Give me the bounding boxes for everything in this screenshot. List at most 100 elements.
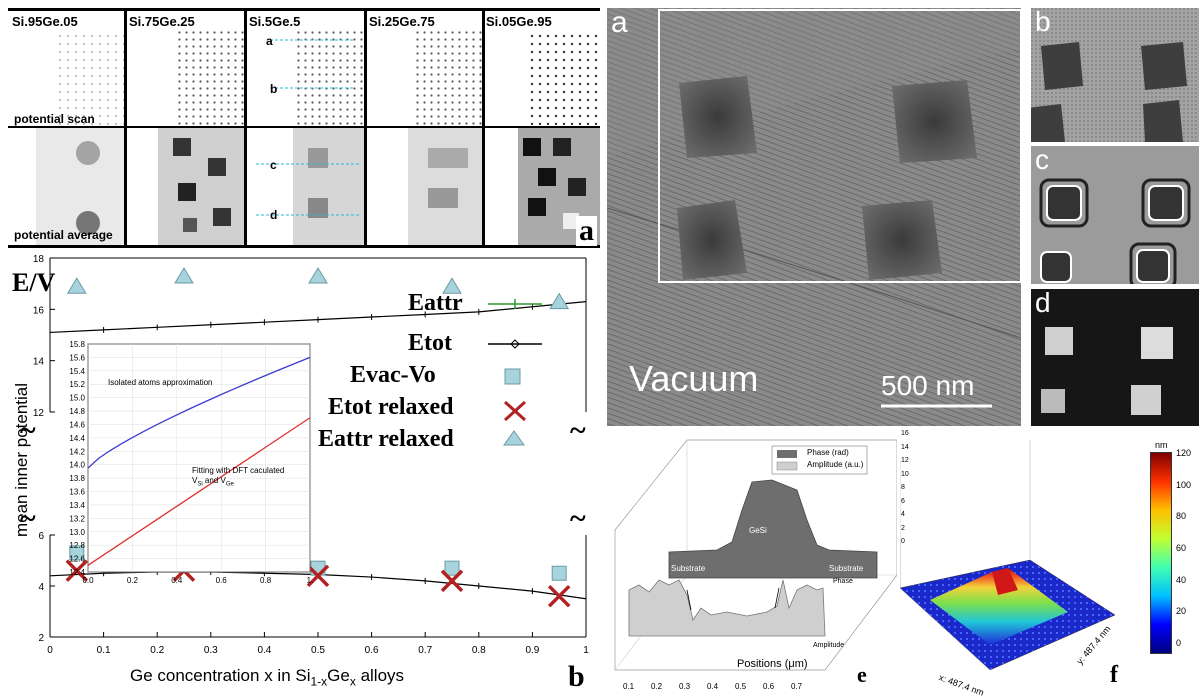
phase-amplitude-plot — [614, 439, 897, 671]
break-mark: ~ — [20, 502, 36, 535]
col-title-1: Si.95Ge.05 — [12, 14, 78, 29]
tem-label-a: a — [611, 8, 628, 39]
inset-frame — [87, 343, 311, 573]
col-title-3: Si.5Ge.5 — [249, 14, 301, 29]
f-colorbar-tick-label: 80 — [1176, 511, 1187, 522]
col-title-4: Si.25Ge.75 — [369, 14, 435, 29]
figure-b: 0 0.1 0.2 0.3 0.4 0.5 0.6 0.7 0.8 0.9 1 12 14 16 18 2 4 6… — [0, 250, 605, 697]
y-tick-label: 2 — [38, 633, 44, 644]
inset-y-tick-label: 15.8 — [69, 340, 85, 349]
break-mark: ~ — [570, 502, 586, 535]
inset-y-tick-label: 13.2 — [69, 514, 85, 523]
e-xaxis-label: Positions (μm) — [737, 658, 808, 670]
marker-a: a — [266, 34, 273, 48]
f-colorbar-tick-label: 0 — [1176, 638, 1182, 648]
col-title-5: Si.05Ge.95 — [486, 14, 552, 29]
etot-relaxed-point — [547, 584, 571, 608]
panel-label-f: f — [1110, 662, 1118, 688]
inset-y-tick-label: 13.0 — [69, 528, 85, 537]
panel-label-a: a — [576, 216, 597, 246]
e-label-amplitude: Amplitude — [813, 642, 845, 649]
e-z-tick-label: 4 — [901, 511, 905, 518]
x-tick-label: 0.6 — [365, 645, 379, 656]
marker-b: b — [270, 82, 278, 96]
e-x-tick-label: 0.2 — [651, 682, 663, 691]
f-colorbar-unit: nm — [1155, 440, 1168, 450]
tem-image-b: b — [1031, 8, 1199, 142]
e-z-tick-label: 16 — [901, 430, 909, 437]
figure-e: Phase (rad) Amplitude (a.u.) GeSi Substr… — [607, 430, 909, 697]
f-colorbar-tick-label: 20 — [1176, 606, 1187, 617]
y-tick-label: 12 — [33, 408, 45, 419]
e-label-phase: Phase — [833, 578, 853, 585]
x-tick-label: 0.1 — [97, 645, 111, 656]
mean-inner-potential-chart: 0 0.1 0.2 0.3 0.4 0.5 0.6 0.7 0.8 0.9 1 12 14 16 18 2 4 6… — [33, 254, 589, 656]
x-tick-label: 0 — [47, 645, 53, 656]
inset-y-tick-label: 12.4 — [69, 568, 85, 577]
e-legend-phase: Phase (rad) — [807, 448, 849, 457]
inset-x-tick-label: 0.0 — [82, 576, 94, 585]
inset-x-tick-label: 0.8 — [260, 576, 272, 585]
eattr-relaxed-point — [66, 277, 87, 294]
e-zticks: 0 2 4 6 8 10 12 14 16 — [901, 430, 921, 570]
e-x-tick-label: 0.7 — [791, 682, 803, 691]
f-colorbar-tick-label: 100 — [1176, 479, 1192, 490]
inset-series-line — [87, 356, 311, 469]
etot-relaxed-point — [440, 569, 464, 593]
x-tick-label: 0.5 — [311, 645, 325, 656]
scan-patterns — [36, 30, 600, 245]
e-z-tick-label: 10 — [901, 470, 909, 478]
e-label-gesi: GeSi — [749, 526, 767, 535]
figure-f: x: 487.4 nm y: 487.4 nm f nm 0 20 40 60 80 10… — [900, 440, 1202, 698]
etot-relaxed-point — [65, 559, 89, 582]
afm-surface — [900, 440, 1116, 671]
inset-y-tick-label: 13.6 — [69, 488, 85, 497]
x-tick-label: 0.4 — [257, 645, 271, 656]
eattr-relaxed-point — [308, 266, 328, 284]
inset-series-line — [87, 417, 311, 566]
row-label-average: potential average — [14, 228, 113, 242]
inset-label-red: Fitting with DFT caculated VSi and VGe — [192, 466, 285, 488]
break-mark: ~ — [20, 414, 36, 447]
tem-label-c: c — [1035, 146, 1049, 175]
e-x-tick-label: 0.3 — [679, 682, 691, 691]
f-colorbar-ticks: 0 20 40 60 80 100 120 — [1176, 448, 1202, 652]
eattr-relaxed-point — [174, 266, 194, 284]
inset-y-tick-label: 14.6 — [69, 420, 85, 429]
inset-y-tick-label: 13.8 — [69, 474, 85, 483]
f-colorbar-tick-label: 120 — [1176, 448, 1192, 458]
inset-y-tick-label: 14.8 — [69, 407, 85, 416]
panel-label-e: e — [857, 662, 867, 687]
legend-symbols — [488, 299, 542, 446]
y-tick-label: 16 — [33, 305, 45, 316]
e-label-substrate-right: Substrate — [829, 564, 864, 573]
e-xticks: 0.1 0.2 0.3 0.4 0.5 0.6 0.7 — [607, 682, 837, 696]
legend-etot: Etot — [408, 330, 452, 356]
chart-b-xlabel: Ge concentration x in Si1-xGex alloys — [130, 666, 405, 689]
inset-x-tick-label: 0.2 — [127, 576, 139, 585]
y-tick-label: 14 — [33, 357, 45, 368]
x-tick-label: 0.9 — [525, 645, 539, 656]
tem-b-graphic — [1031, 8, 1199, 142]
x-tick-label: 0.8 — [472, 645, 486, 656]
f-colorbar-tick-label: 60 — [1176, 543, 1187, 553]
tem-label-d: d — [1035, 289, 1051, 318]
e-x-tick-label: 0.5 — [735, 682, 747, 691]
legend-etot-relaxed: Etot relaxed — [328, 394, 454, 420]
inset-x-tick-label: 0.6 — [216, 576, 228, 585]
inset-y-tick-label: 12.6 — [69, 555, 85, 564]
x-tick-label: 1 — [583, 645, 589, 656]
inset-x-tick-label: 0.4 — [171, 576, 183, 585]
e-z-tick-label: 2 — [901, 524, 905, 532]
e-z-tick-label: 12 — [901, 457, 909, 464]
inset-y-tick-label: 14.4 — [69, 434, 85, 443]
tem-image-d: d — [1031, 289, 1199, 426]
evac-vo-point — [444, 560, 460, 576]
tem-d-graphic — [1031, 289, 1199, 426]
inset-x-tick-label: 1. — [307, 576, 314, 585]
evac-vo-point — [69, 545, 85, 561]
e-label-substrate-left: Substrate — [671, 564, 706, 573]
y-tick-label: 6 — [38, 531, 44, 542]
tem-image-c: c — [1031, 146, 1199, 284]
e-x-tick-label: 0.6 — [763, 682, 775, 691]
